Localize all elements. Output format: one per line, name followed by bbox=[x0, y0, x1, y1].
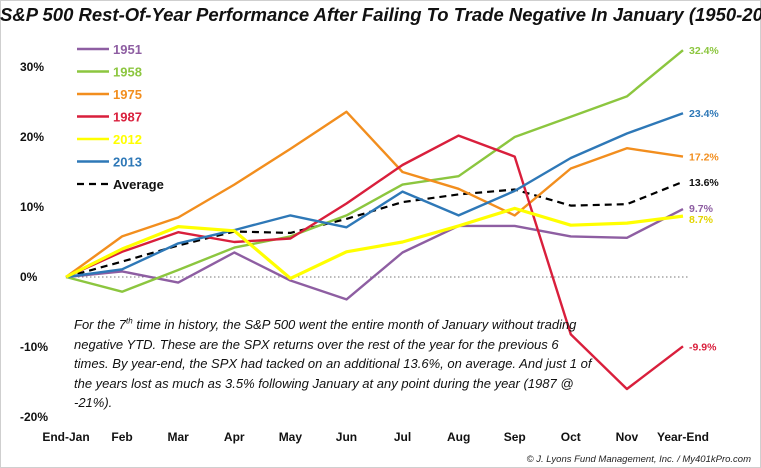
x-tick-label: Feb bbox=[111, 430, 132, 444]
legend-label-2013: 2013 bbox=[113, 155, 142, 170]
series-lines bbox=[65, 49, 684, 391]
end-label-2013: 23.4% bbox=[689, 108, 719, 120]
end-labels: 9.7% 32.4% 17.2% -9.9% 8.7% 23.4% 13.6% bbox=[689, 45, 719, 353]
note-superscript: th bbox=[126, 316, 133, 326]
x-tick-label: Mar bbox=[168, 430, 190, 444]
end-label-average: 13.6% bbox=[689, 177, 719, 189]
y-tick-label: -20% bbox=[20, 410, 48, 424]
x-tick-label: End-Jan bbox=[42, 430, 89, 444]
legend-label-1987: 1987 bbox=[113, 110, 142, 125]
x-tick-label: Year-End bbox=[657, 430, 709, 444]
legend-label-1951: 1951 bbox=[113, 42, 142, 57]
y-axis: -20% -10% 0% 10% 20% 30% bbox=[20, 60, 48, 424]
legend-label-average: Average bbox=[113, 177, 164, 192]
legend: 1951 1958 1975 1987 2012 2013 Average bbox=[77, 42, 164, 192]
note-text-rest: January without trading negative YTD. Th… bbox=[74, 317, 592, 410]
series-line-1951 bbox=[65, 208, 684, 301]
y-tick-label: 10% bbox=[20, 200, 44, 214]
end-label-1987: -9.9% bbox=[689, 341, 717, 353]
x-tick-label: Nov bbox=[616, 430, 639, 444]
note-text-start: For the 7 bbox=[74, 317, 127, 332]
annotation-note: For the 7th time in history, the S&P 500… bbox=[74, 315, 594, 413]
legend-label-1958: 1958 bbox=[113, 65, 142, 80]
series-line-1987 bbox=[65, 134, 684, 391]
x-tick-label: Aug bbox=[447, 430, 470, 444]
end-label-2012: 8.7% bbox=[689, 214, 714, 226]
legend-label-2012: 2012 bbox=[113, 132, 142, 147]
y-tick-label: -10% bbox=[20, 340, 48, 354]
x-tick-label: Oct bbox=[561, 430, 581, 444]
note-text-line1: time in history, the S&P 500 went the en… bbox=[132, 317, 439, 332]
series-line-1975 bbox=[65, 110, 684, 278]
y-tick-label: 0% bbox=[20, 270, 38, 284]
end-label-1951: 9.7% bbox=[689, 203, 714, 215]
x-tick-label: Jul bbox=[394, 430, 411, 444]
series-line-2013 bbox=[65, 112, 684, 279]
series-line-2012 bbox=[65, 206, 684, 280]
end-label-1958: 32.4% bbox=[689, 45, 719, 57]
end-label-1975: 17.2% bbox=[689, 152, 719, 164]
x-tick-label: Jun bbox=[336, 430, 357, 444]
legend-label-1975: 1975 bbox=[113, 87, 142, 102]
y-tick-label: 20% bbox=[20, 130, 44, 144]
x-tick-label: Apr bbox=[224, 430, 245, 444]
x-tick-label: May bbox=[279, 430, 303, 444]
source-credit: © J. Lyons Fund Management, Inc. / My401… bbox=[526, 454, 751, 465]
x-tick-label: Sep bbox=[504, 430, 526, 444]
x-axis: End-Jan Feb Mar Apr May Jun Jul Aug Sep Oct Nov Yea… bbox=[42, 430, 709, 444]
chart-title: S&P 500 Rest-Of-Year Performance After F… bbox=[0, 4, 761, 25]
series-line-1958 bbox=[65, 49, 684, 293]
y-tick-label: 30% bbox=[20, 60, 44, 74]
series-line-average bbox=[65, 180, 684, 279]
